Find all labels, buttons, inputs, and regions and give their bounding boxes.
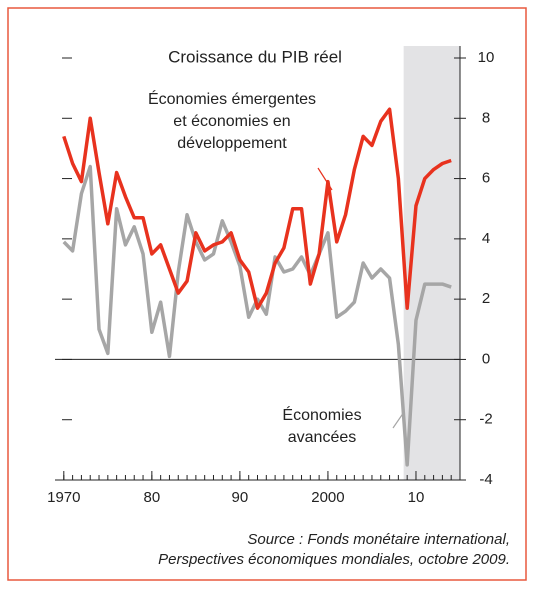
series-label: Économies: [282, 405, 361, 424]
y-tick-label: -4: [479, 471, 492, 488]
series-line: [62, 107, 452, 310]
series-label: développement: [177, 135, 287, 152]
y-tick-label: 4: [482, 230, 490, 247]
y-tick-label: 8: [482, 109, 490, 126]
shaded-region: [403, 46, 460, 480]
leader-line: [392, 411, 405, 429]
y-tick-label: 2: [482, 290, 490, 307]
x-tick-label: 90: [232, 489, 249, 506]
chart-title: Croissance du PIB réel: [168, 47, 342, 66]
x-tick-label: 2000: [311, 489, 344, 506]
series-label: Économies émergentes: [148, 89, 316, 108]
y-tick-label: 0: [482, 350, 490, 367]
source-note: Perspectives économiques mondiales, octo…: [158, 551, 510, 568]
series-line: [62, 164, 452, 467]
series-label: avancées: [288, 429, 357, 446]
y-tick-label: 10: [478, 49, 495, 66]
x-tick-label: 80: [144, 489, 161, 506]
y-tick-label: 6: [482, 170, 490, 187]
x-tick-label: 1970: [47, 489, 80, 506]
leader-line: [317, 167, 333, 191]
source-note: Source : Fonds monétaire international,: [247, 531, 510, 548]
y-tick-label: -2: [479, 411, 492, 428]
x-tick-label: 10: [408, 489, 425, 506]
series-label: et économies en: [173, 113, 290, 130]
